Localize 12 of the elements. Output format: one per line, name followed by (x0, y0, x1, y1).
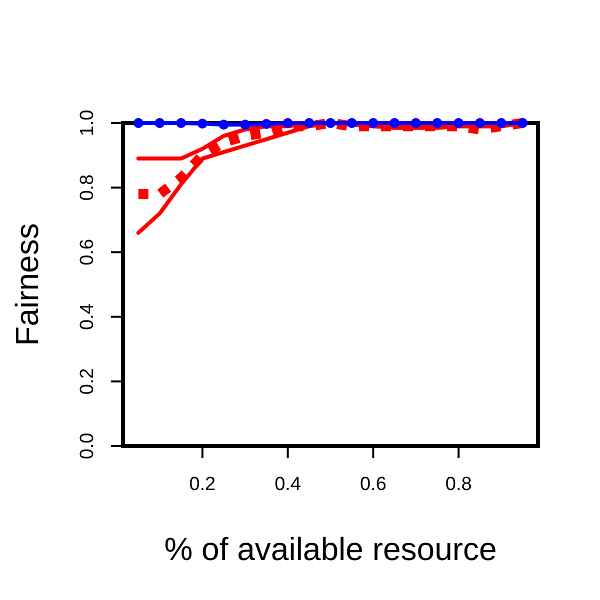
x-tick-label: 0.4 (274, 474, 302, 495)
y-tick-label: 0.2 (77, 368, 98, 395)
y-tick-label: 0.6 (77, 238, 98, 266)
y-axis-title: Fairness (9, 223, 45, 346)
x-tick-label: 0.2 (189, 474, 216, 495)
x-axis-title: % of available resource (164, 531, 497, 567)
y-tick-label: 0.4 (77, 303, 98, 330)
x-tick-label: 0.8 (445, 474, 472, 495)
y-tick-label: 1.0 (77, 110, 98, 136)
x-tick-label: 0.6 (360, 474, 386, 495)
y-tick-label: 0.0 (77, 432, 98, 460)
y-tick-label: 0.8 (77, 174, 98, 201)
